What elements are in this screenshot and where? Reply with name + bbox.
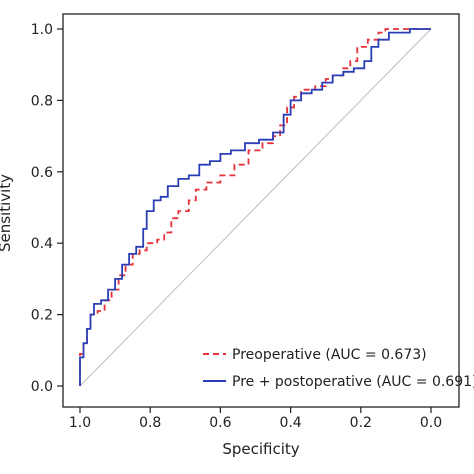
y-tick-label: 0.2 bbox=[31, 308, 53, 324]
legend-label-pre-postoperative: Pre + postoperative (AUC = 0.691) bbox=[232, 374, 474, 390]
x-tick-label: 0.4 bbox=[279, 415, 301, 431]
y-tick-label: 0.0 bbox=[31, 379, 53, 395]
roc-curve-pre-postoperative bbox=[79, 28, 431, 386]
y-axis-label: Sensitivity bbox=[0, 174, 14, 252]
y-tick-label: 0.4 bbox=[31, 236, 53, 252]
y-tick-label: 1.0 bbox=[31, 22, 53, 38]
x-tick-label: 0.6 bbox=[209, 415, 231, 431]
x-tick-label: 0.8 bbox=[139, 415, 161, 431]
y-tick-label: 0.6 bbox=[31, 165, 53, 181]
plot-frame bbox=[62, 13, 460, 408]
x-tick-label: 0.0 bbox=[420, 415, 442, 431]
legend-label-preoperative: Preoperative (AUC = 0.673) bbox=[232, 347, 427, 363]
x-axis-label: Specificity bbox=[222, 440, 299, 458]
reference-diagonal bbox=[79, 28, 432, 387]
x-tick-label: 0.2 bbox=[350, 415, 372, 431]
x-tick-label: 1.0 bbox=[69, 415, 91, 431]
legend: Preoperative (AUC = 0.673) Pre + postope… bbox=[203, 347, 474, 390]
y-tick-label: 0.8 bbox=[31, 93, 53, 109]
